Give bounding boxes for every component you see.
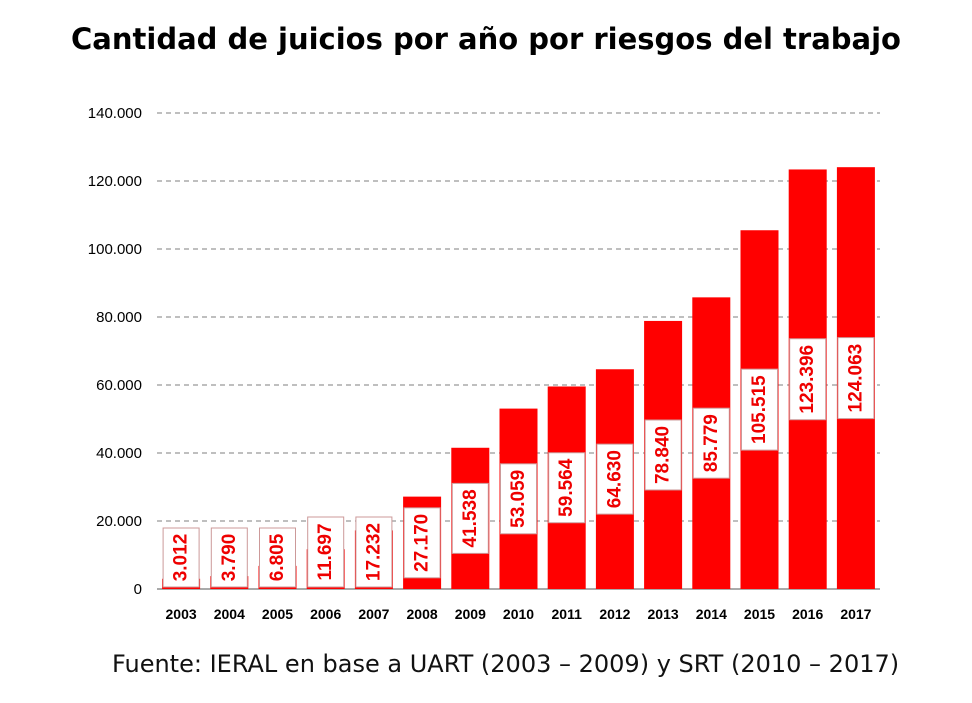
x-tick-label: 2016 <box>792 606 823 622</box>
data-label-box <box>355 516 393 588</box>
x-tick-label: 2015 <box>744 606 775 622</box>
data-label: 124.063 <box>845 344 866 413</box>
data-label-box <box>644 419 682 491</box>
data-label-box <box>210 527 248 588</box>
x-tick-label: 2007 <box>358 606 389 622</box>
source-note: Fuente: IERAL en base a UART (2003 – 200… <box>112 650 900 678</box>
y-tick-label: 40.000 <box>96 445 142 462</box>
data-label: 123.396 <box>797 345 818 414</box>
y-tick-label: 140.000 <box>88 105 142 122</box>
y-tick-label: 20.000 <box>96 513 142 530</box>
data-label: 59.564 <box>556 458 577 517</box>
x-tick-label: 2013 <box>648 606 679 622</box>
data-label: 64.630 <box>604 450 625 508</box>
data-label-box <box>741 368 778 451</box>
data-label-box <box>500 463 537 535</box>
data-label: 78.840 <box>653 426 674 484</box>
data-label-box <box>548 452 586 524</box>
data-label-box <box>789 338 827 421</box>
x-tick-label: 2012 <box>599 606 630 622</box>
data-label: 3.012 <box>171 534 192 582</box>
data-label-box <box>692 407 730 479</box>
data-label-box <box>162 527 200 588</box>
data-label: 3.790 <box>219 534 240 582</box>
data-label-box <box>451 482 489 554</box>
data-label: 17.232 <box>363 523 384 581</box>
y-tick-label: 60.000 <box>96 377 142 394</box>
x-tick-label: 2010 <box>503 606 534 622</box>
data-label: 27.170 <box>412 514 433 572</box>
data-label: 6.805 <box>267 533 288 581</box>
y-tick-label: 0 <box>134 581 142 598</box>
data-label-box <box>259 527 296 588</box>
data-label-box <box>596 443 634 515</box>
x-tick-label: 2017 <box>840 606 871 622</box>
x-tick-label: 2006 <box>310 606 341 622</box>
x-tick-label: 2008 <box>407 606 438 622</box>
x-tick-label: 2011 <box>552 606 583 622</box>
x-tick-label: 2004 <box>214 606 245 622</box>
x-tick-label: 2003 <box>166 606 197 622</box>
x-tick-label: 2005 <box>262 606 293 622</box>
y-tick-label: 120.000 <box>88 173 142 190</box>
y-tick-label: 100.000 <box>88 241 142 258</box>
data-label: 85.779 <box>701 414 722 472</box>
data-label: 41.538 <box>460 489 481 547</box>
data-label: 11.697 <box>315 523 336 580</box>
data-label: 105.515 <box>749 375 770 444</box>
chart-title: Cantidad de juicios por año por riesgos … <box>71 22 901 56</box>
data-label-box <box>307 516 345 588</box>
y-tick-label: 80.000 <box>96 309 142 326</box>
x-tick-label: 2014 <box>696 606 727 622</box>
data-label-box <box>837 337 875 420</box>
data-label-box <box>403 507 441 579</box>
x-tick-label: 2009 <box>455 606 486 622</box>
data-label: 53.059 <box>508 470 529 528</box>
